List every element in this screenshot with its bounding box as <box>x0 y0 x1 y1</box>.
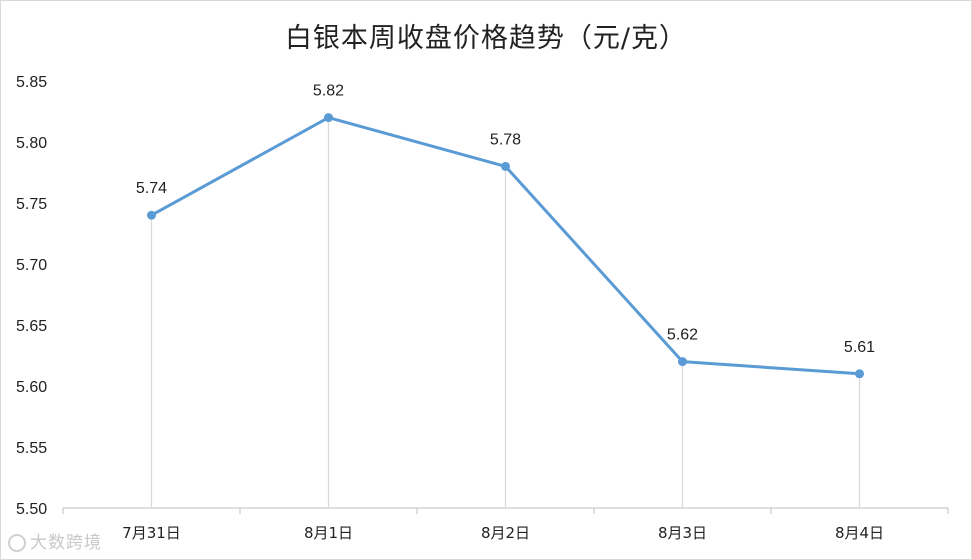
x-tick-label: 7月31日 <box>122 524 181 542</box>
y-tick-label: 5.60 <box>16 379 47 396</box>
data-label: 5.82 <box>313 83 344 100</box>
watermark: 大数跨境 <box>8 528 102 553</box>
y-tick-label: 5.55 <box>16 440 47 457</box>
chart-title: 白银本周收盘价格趋势（元/克） <box>284 23 688 54</box>
x-tick-label: 8月1日 <box>304 524 353 542</box>
data-point <box>855 369 864 379</box>
y-tick-label: 5.70 <box>16 257 47 274</box>
data-label: 5.62 <box>667 327 698 344</box>
logo-icon <box>8 534 26 552</box>
data-label: 5.61 <box>844 339 875 356</box>
x-tick-label: 8月3日 <box>658 524 707 542</box>
y-tick-label: 5.50 <box>16 501 47 518</box>
y-tick-label: 5.80 <box>16 135 47 152</box>
data-point <box>324 113 333 123</box>
y-tick-label: 5.75 <box>16 196 47 213</box>
x-tick-label: 8月4日 <box>835 524 884 542</box>
data-point <box>678 357 687 367</box>
watermark-text: 大数跨境 <box>30 533 102 553</box>
data-point <box>147 210 156 220</box>
x-tick-label: 8月2日 <box>481 524 530 542</box>
data-label: 5.74 <box>136 180 167 197</box>
data-point <box>501 161 510 171</box>
y-tick-label: 5.85 <box>16 74 47 91</box>
y-tick-label: 5.65 <box>16 318 47 335</box>
data-label: 5.78 <box>490 131 521 148</box>
